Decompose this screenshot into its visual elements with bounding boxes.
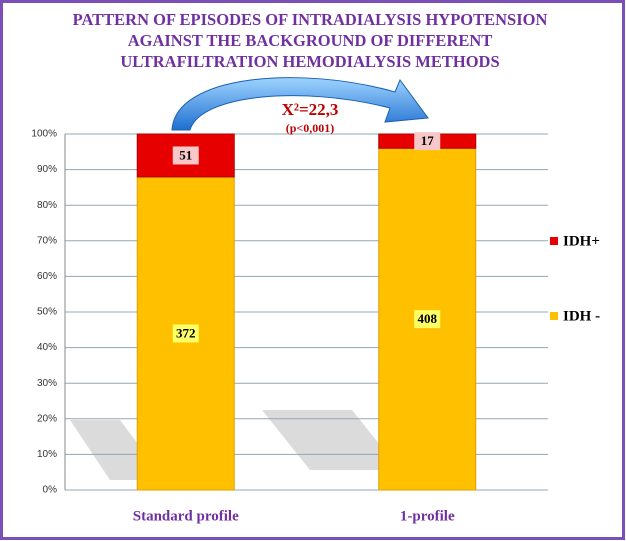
data-label-box [172, 146, 199, 165]
data-label-box [172, 324, 199, 343]
annotation: (p<0,001) [286, 121, 335, 135]
y-tick-label: 0% [43, 485, 58, 496]
x-tick-label: Standard profile [133, 508, 239, 524]
y-tick-label: 40% [37, 342, 57, 353]
data-label: 51 [179, 147, 192, 162]
plot: 0% 10% 20% 30% 40% 50% 60% 70% 80% 90% 100% Standar… [31, 129, 548, 524]
y-tick-label: 70% [37, 235, 57, 246]
y-tick-label: 30% [37, 378, 57, 389]
x-tick-label: 1-profile [400, 508, 455, 524]
annotation: X²=22,3 [282, 100, 339, 119]
chart-title: AGAINST THE BACKGROUND OF DIFFERENT [128, 31, 493, 50]
chart-title: ULTRAFILTRATION HEMODIALYSIS METHODS [120, 52, 499, 71]
legend-swatch [550, 237, 558, 245]
y-tick-label: 60% [37, 271, 57, 282]
data-label: 17 [421, 133, 435, 148]
arrow [171, 77, 429, 131]
data-label-box [414, 310, 441, 329]
legend-label: IDH+ [563, 233, 600, 249]
y-tick-label: 100% [31, 129, 57, 140]
y-tick-label: 80% [37, 200, 57, 211]
legend-label: IDH - [563, 308, 600, 324]
data-label: 408 [418, 311, 438, 326]
y-tick-label: 10% [37, 449, 57, 460]
shadow [262, 410, 400, 470]
data-label: 372 [176, 325, 196, 340]
y-tick-label: 90% [37, 164, 57, 175]
data-label-box [414, 132, 441, 151]
legend-swatch [550, 312, 558, 320]
y-tick-label: 20% [37, 413, 57, 424]
y-tick-label: 50% [37, 307, 57, 318]
chart-title: PATTERN OF EPISODES OF INTRADIALYSIS HYP… [73, 10, 548, 29]
